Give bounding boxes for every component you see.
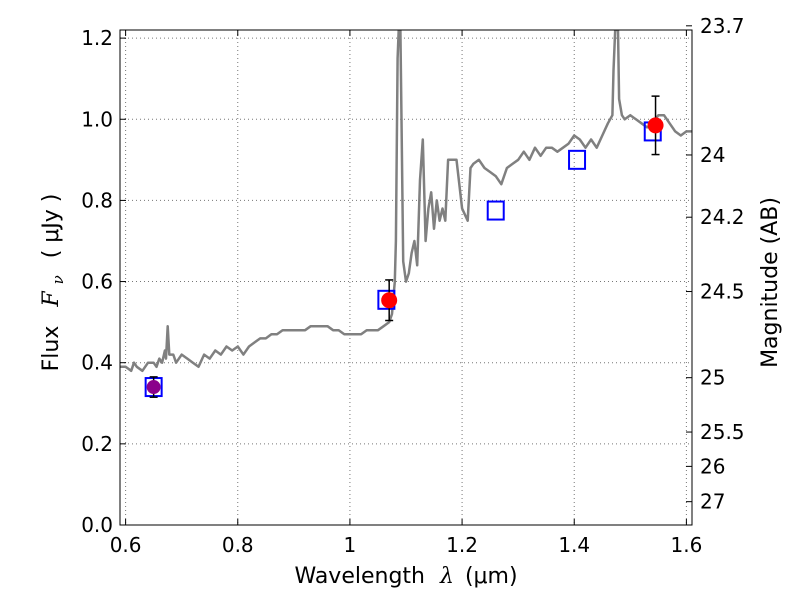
x-tick-label: 0.6 [110, 533, 142, 557]
x-tick-label: 1 [344, 533, 357, 557]
y-tick-label: 1.0 [81, 107, 113, 131]
y2-tick-label: 24 [700, 143, 725, 167]
model-spectrum-layer [120, 30, 692, 373]
ticks: 0.6 0.8 1 1.2 1.4 1.6 0.0 0.2 0.4 0.6 0.8 1.0 1.2 23.… [81, 14, 744, 557]
y-axis-label: Flux F ν ( μJy ) [39, 194, 69, 372]
model-photometry-square [486, 200, 505, 221]
x-tick-label: 0.8 [222, 533, 254, 557]
observed-point [647, 117, 664, 134]
y2-tick-label: 24.5 [700, 280, 745, 304]
y-tick-label: 0.2 [81, 432, 113, 456]
x-axis-label: Wavelength λ (μm) [294, 564, 517, 589]
y-tick-label: 0.0 [81, 513, 113, 537]
grid [120, 30, 692, 525]
y-tick-label: 0.8 [81, 188, 113, 212]
y-tick-label: 0.6 [81, 270, 113, 294]
model-spectrum-line [120, 30, 692, 373]
marker-layer [144, 95, 664, 398]
x-tick-label: 1.4 [558, 533, 590, 557]
y-tick-label: 0.4 [81, 351, 113, 375]
x-tick-label: 1.2 [446, 533, 478, 557]
y2-axis-label: Magnitude (AB) [758, 197, 783, 368]
observed-point [381, 292, 398, 309]
axes-frame [119, 29, 693, 526]
y2-tick-label: 26 [700, 454, 725, 478]
y-tick-label: 1.2 [81, 26, 113, 50]
y2-tick-label: 24.2 [700, 205, 745, 229]
purple-point [146, 380, 161, 395]
y2-tick-label: 25 [700, 366, 725, 390]
y2-tick-label: 25.5 [700, 420, 745, 444]
y2-tick-label: 23.7 [700, 14, 745, 38]
y2-tick-label: 27 [700, 490, 725, 514]
x-tick-label: 1.6 [670, 533, 702, 557]
model-photometry-square [568, 149, 587, 170]
